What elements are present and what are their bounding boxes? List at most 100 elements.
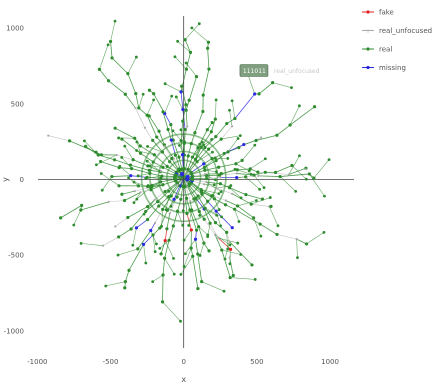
data-point[interactable]	[219, 171, 223, 176]
data-point[interactable]	[273, 170, 278, 174]
data-point[interactable]	[225, 230, 229, 234]
data-point[interactable]	[129, 174, 133, 178]
data-point[interactable]	[262, 186, 266, 190]
data-point[interactable]	[238, 134, 242, 138]
data-point[interactable]	[120, 137, 124, 141]
data-point[interactable]	[258, 222, 262, 226]
data-point[interactable]	[166, 127, 170, 132]
data-point[interactable]	[47, 134, 50, 137]
data-point[interactable]	[189, 141, 193, 146]
data-point[interactable]	[188, 50, 193, 54]
data-point[interactable]	[217, 236, 220, 240]
data-point[interactable]	[133, 190, 136, 193]
data-point[interactable]	[134, 226, 139, 230]
data-point[interactable]	[168, 212, 171, 215]
data-point[interactable]	[217, 165, 221, 169]
data-point[interactable]	[296, 256, 299, 260]
data-point[interactable]	[172, 272, 176, 276]
data-point[interactable]	[252, 216, 256, 220]
data-point[interactable]	[207, 67, 211, 71]
data-point[interactable]	[138, 144, 142, 148]
data-point[interactable]	[295, 238, 298, 241]
data-point[interactable]	[253, 278, 257, 281]
data-point[interactable]	[79, 208, 83, 212]
data-point[interactable]	[276, 224, 280, 228]
data-point[interactable]	[184, 61, 188, 65]
data-point[interactable]	[176, 39, 180, 43]
data-point[interactable]	[219, 137, 223, 141]
data-point[interactable]	[189, 246, 193, 250]
data-point[interactable]	[136, 184, 140, 188]
data-point[interactable]	[151, 138, 155, 142]
data-point[interactable]	[161, 183, 165, 187]
data-point[interactable]	[132, 180, 136, 184]
data-point[interactable]	[147, 88, 152, 92]
data-point[interactable]	[165, 227, 169, 231]
data-point[interactable]	[113, 19, 117, 23]
data-point[interactable]	[159, 252, 163, 256]
data-point[interactable]	[141, 242, 146, 246]
data-point[interactable]	[239, 253, 243, 256]
data-point[interactable]	[205, 180, 208, 184]
data-point[interactable]	[158, 226, 162, 230]
data-point[interactable]	[249, 172, 253, 176]
data-point[interactable]	[203, 145, 207, 150]
data-point[interactable]	[117, 136, 121, 140]
data-point[interactable]	[169, 194, 173, 198]
data-point[interactable]	[256, 170, 260, 174]
data-point[interactable]	[128, 163, 133, 167]
data-point[interactable]	[187, 98, 191, 102]
data-point[interactable]	[228, 108, 231, 112]
legend-item-real-unfocused[interactable]: + real_unfocused	[362, 27, 432, 35]
data-point[interactable]	[156, 199, 160, 204]
data-point[interactable]	[214, 158, 218, 163]
data-point[interactable]	[159, 170, 163, 173]
data-point[interactable]	[179, 272, 183, 276]
data-point[interactable]	[233, 116, 237, 121]
data-point[interactable]	[175, 195, 179, 199]
data-point[interactable]	[172, 197, 176, 201]
data-point[interactable]	[151, 160, 155, 164]
data-point[interactable]	[181, 209, 185, 213]
data-point[interactable]	[108, 39, 113, 44]
data-point[interactable]	[151, 280, 155, 283]
data-point[interactable]	[178, 143, 181, 147]
data-point[interactable]	[218, 182, 222, 186]
data-point[interactable]	[161, 110, 165, 114]
data-point[interactable]	[99, 172, 103, 175]
data-point[interactable]	[106, 79, 111, 83]
data-point[interactable]	[198, 254, 202, 257]
data-point[interactable]	[134, 55, 138, 59]
data-point[interactable]	[226, 150, 230, 154]
data-point[interactable]	[179, 319, 182, 323]
data-point[interactable]	[254, 199, 258, 202]
data-point[interactable]	[190, 155, 195, 159]
data-point[interactable]	[144, 261, 148, 265]
data-point[interactable]	[123, 279, 128, 284]
data-point[interactable]	[304, 177, 308, 181]
data-point[interactable]	[152, 98, 156, 102]
data-point[interactable]	[147, 168, 151, 172]
data-point[interactable]	[215, 213, 219, 217]
data-point[interactable]	[183, 252, 187, 256]
data-point[interactable]	[213, 221, 218, 225]
data-point[interactable]	[175, 209, 180, 213]
data-point[interactable]	[234, 162, 238, 166]
data-point[interactable]	[172, 256, 175, 260]
data-point[interactable]	[206, 40, 211, 44]
data-point[interactable]	[129, 227, 133, 231]
data-point[interactable]	[97, 67, 101, 72]
data-point[interactable]	[235, 172, 238, 175]
data-point[interactable]	[145, 217, 150, 222]
data-point[interactable]	[144, 209, 148, 214]
data-point[interactable]	[143, 126, 147, 129]
data-point[interactable]	[196, 194, 200, 198]
data-point[interactable]	[228, 240, 231, 243]
data-point[interactable]	[123, 92, 127, 96]
data-point[interactable]	[182, 238, 186, 242]
data-point[interactable]	[208, 221, 212, 225]
data-point[interactable]	[83, 144, 88, 148]
data-point[interactable]	[253, 143, 257, 147]
data-point[interactable]	[239, 196, 243, 200]
data-point[interactable]	[171, 224, 175, 228]
